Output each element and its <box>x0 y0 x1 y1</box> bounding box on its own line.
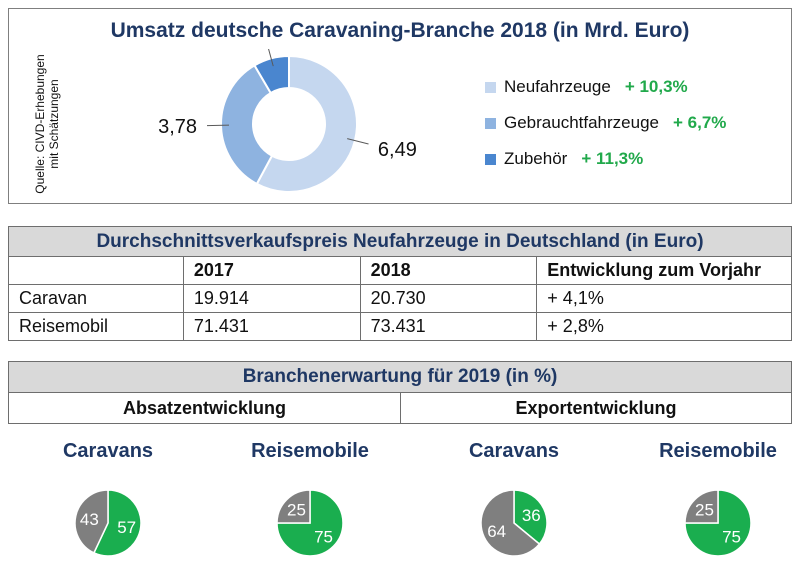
source-line-1: Quelle: CIVD-Erhebungen <box>33 54 47 194</box>
cell-reisemobil-2017: 71.431 <box>182 312 361 341</box>
pie-chart-export-caravans: 36 64 <box>480 489 548 557</box>
pie-slice-green <box>513 489 548 546</box>
donut-slice-neufahrzeuge <box>255 54 358 193</box>
cell-caravan-2017: 19.914 <box>182 284 361 313</box>
header-cell-2018: 2018 <box>359 256 538 285</box>
pie-chart-export-reisemobile: 75 25 <box>684 489 752 557</box>
pie-title-export-reisemobile: Reisemobile <box>659 440 777 462</box>
pie-label-gray: 25 <box>695 500 714 519</box>
source-note: Quelle: CIVD-Erhebungen mit Schätzungen <box>25 49 69 199</box>
price-table: Durchschnittsverkaufspreis Neufahrzeuge … <box>8 226 792 341</box>
legend-change-zubehoer: + 11,3% <box>581 149 644 168</box>
pie-label-gray: 43 <box>80 510 99 529</box>
revenue-chart-title: Umsatz deutsche Caravaning-Branche 2018 … <box>110 19 690 42</box>
pie-label-green: 36 <box>522 506 541 525</box>
header-cell-empty <box>8 256 184 285</box>
source-note-text: Quelle: CIVD-Erhebungen mit Schätzungen <box>33 54 61 193</box>
pie-label-green: 75 <box>314 528 333 547</box>
pie-block-sales-reisemobile: Reisemobile 75 25 <box>220 440 400 565</box>
legend-swatch-neufahrzeuge <box>485 81 496 93</box>
export-development-header: Exportentwicklung <box>400 392 792 424</box>
legend-label-neufahrzeuge: Neufahrzeuge <box>504 77 611 96</box>
legend-swatch-zubehoer <box>485 153 496 165</box>
price-table-header-row: 2017 2018 Entwicklung zum Vorjahr <box>8 256 792 285</box>
legend-label-zubehoer: Zubehör <box>504 149 568 168</box>
pie-label-gray: 64 <box>487 522 506 541</box>
source-line-2: mit Schätzungen <box>47 79 61 169</box>
cell-caravan-change: + 4,1% <box>536 284 792 313</box>
legend-change-neufahrzeuge: + 10,3% <box>624 77 688 96</box>
pie-chart-sales-caravans: 57 43 <box>74 489 142 557</box>
price-table-title-row: Durchschnittsverkaufspreis Neufahrzeuge … <box>8 226 792 257</box>
legend-item-gebrauchtfahrzeuge: Gebrauchtfahrzeuge + 6,7% <box>485 105 726 141</box>
row-label-reisemobil: Reisemobil <box>8 312 184 341</box>
table-row: Reisemobil 71.431 73.431 + 2,8% <box>8 312 792 341</box>
pie-label-gray: 25 <box>287 500 306 519</box>
row-label-caravan: Caravan <box>8 284 184 313</box>
price-table-title: Durchschnittsverkaufspreis Neufahrzeuge … <box>8 226 792 257</box>
pie-title-export-caravans: Caravans <box>468 440 560 462</box>
pie-block-export-reisemobile: Reisemobile 75 25 <box>628 440 800 565</box>
pie-label-green: 57 <box>117 518 136 537</box>
sales-development-header: Absatzentwicklung <box>8 392 401 424</box>
legend-change-gebrauchtfahrzeuge: + 6,7% <box>673 113 727 132</box>
donut-leader-zubehoer <box>268 49 274 67</box>
table-row: Caravan 19.914 20.730 + 4,1% <box>8 284 792 313</box>
legend-item-zubehoer: Zubehör + 11,3% <box>485 141 726 177</box>
pie-label-green: 75 <box>722 528 741 547</box>
donut-label-neufahrzeuge: 6,49 <box>378 139 417 161</box>
legend-item-neufahrzeuge: Neufahrzeuge + 10,3% <box>485 69 726 105</box>
donut-slice-gebrauchtfahrzeuge <box>220 64 274 186</box>
pie-title-sales-caravans: Caravans <box>62 440 154 462</box>
donut-slice-zubehoer <box>253 54 290 95</box>
pie-slice-gray <box>74 489 109 554</box>
legend-label-gebrauchtfahrzeuge: Gebrauchtfahrzeuge <box>504 113 659 132</box>
cell-reisemobil-change: + 2,8% <box>536 312 792 341</box>
cell-reisemobil-2018: 73.431 <box>359 312 538 341</box>
pie-chart-sales-reisemobile: 75 25 <box>276 489 344 557</box>
donut-leader-neufahrzeuge <box>347 138 369 145</box>
donut-label-gebrauchtfahrzeuge: 3,78 <box>158 116 197 138</box>
cell-caravan-2018: 20.730 <box>359 284 538 313</box>
pie-block-sales-caravans: Caravans 57 43 <box>18 440 198 565</box>
pie-title-sales-reisemobile: Reisemobile <box>251 440 369 462</box>
header-cell-entwicklung: Entwicklung zum Vorjahr <box>536 256 792 285</box>
expectations-title: Branchenerwartung für 2019 (in %) <box>8 361 792 393</box>
pie-slice-gray <box>276 489 311 524</box>
pie-slice-green <box>92 489 142 557</box>
legend-swatch-gebrauchtfahrzeuge <box>485 117 496 129</box>
revenue-legend: Neufahrzeuge + 10,3% Gebrauchtfahrzeuge … <box>485 69 726 177</box>
header-cell-2017: 2017 <box>182 256 361 285</box>
revenue-donut-chart: 6,493,780,95 <box>158 49 417 193</box>
pie-slice-gray <box>684 489 719 524</box>
revenue-panel: Umsatz deutsche Caravaning-Branche 2018 … <box>8 8 792 204</box>
pie-slice-gray <box>480 489 541 557</box>
pie-block-export-caravans: Caravans 36 64 <box>424 440 604 565</box>
